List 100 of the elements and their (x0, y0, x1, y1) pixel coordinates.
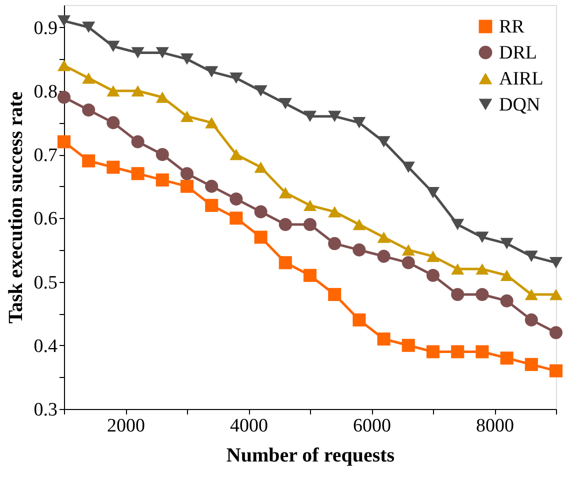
x-tick-label: 8000 (476, 416, 514, 436)
point (303, 200, 317, 212)
point (278, 218, 292, 231)
point (549, 288, 563, 300)
point (476, 288, 489, 301)
point (500, 352, 514, 365)
point (278, 98, 292, 110)
point (278, 187, 292, 198)
point (57, 135, 71, 148)
point (352, 218, 366, 230)
point (352, 117, 366, 128)
point (451, 345, 464, 358)
point (476, 232, 489, 243)
point (500, 294, 514, 308)
point (524, 250, 538, 262)
point (426, 345, 440, 358)
x-axis-title: Number of requests (226, 444, 395, 466)
point (303, 218, 317, 231)
y-tick-label: 0.5 (34, 272, 58, 294)
point (156, 47, 169, 58)
y-tick-label: 0.6 (34, 208, 58, 230)
x-tick-label: 2000 (107, 416, 145, 436)
point (377, 250, 390, 263)
point (377, 332, 390, 346)
point (230, 192, 243, 206)
point (451, 263, 464, 275)
point (352, 313, 366, 326)
y-axis-title: Task execution success rate (4, 91, 27, 324)
point (524, 313, 538, 326)
point (328, 237, 342, 250)
point (131, 135, 144, 148)
point (402, 338, 415, 352)
point (549, 364, 563, 378)
point (352, 243, 366, 256)
point (57, 60, 71, 72)
point (205, 117, 218, 128)
y-tick-label: 0.3 (34, 400, 58, 420)
point (131, 47, 144, 58)
point (278, 256, 292, 270)
point (230, 72, 243, 84)
point (82, 22, 96, 33)
point (205, 66, 218, 78)
legend-label: RR (499, 16, 525, 38)
point (254, 162, 268, 173)
point (549, 326, 563, 340)
y-tick-label: 0.9 (34, 18, 58, 39)
point (82, 72, 96, 84)
point (426, 187, 440, 198)
point (131, 167, 144, 180)
point (451, 218, 464, 230)
point (156, 148, 169, 162)
point (402, 256, 415, 270)
point (500, 238, 514, 250)
point (180, 110, 194, 122)
y-tick-label: 0.7 (34, 145, 58, 166)
point (426, 250, 440, 262)
point (180, 53, 194, 65)
point (205, 180, 218, 193)
point (82, 154, 96, 168)
point (180, 180, 194, 193)
point (254, 205, 268, 218)
point (106, 116, 120, 130)
point (451, 288, 464, 301)
legend-label: AIRL (499, 68, 544, 90)
point (106, 160, 120, 174)
point (402, 244, 415, 256)
point (524, 358, 538, 371)
point (230, 212, 243, 225)
point (205, 198, 218, 212)
point (476, 263, 489, 275)
y-tick-label: 0.8 (34, 81, 58, 102)
point (131, 85, 144, 97)
point (377, 136, 390, 148)
point (82, 103, 96, 116)
point (524, 288, 538, 300)
point (303, 268, 317, 282)
legend-label: DQN (499, 94, 540, 116)
point (254, 85, 268, 97)
legend-label: DRL (499, 42, 537, 64)
point (254, 230, 268, 244)
point (402, 162, 415, 173)
point (106, 85, 120, 97)
point (426, 268, 440, 282)
point (57, 15, 71, 27)
point (328, 288, 342, 301)
point (500, 270, 514, 282)
y-tick-label: 0.4 (34, 336, 58, 357)
point (549, 257, 563, 268)
x-tick-label: 6000 (353, 416, 391, 436)
point (57, 90, 71, 104)
x-tick-label: 4000 (230, 416, 268, 436)
point (180, 167, 194, 180)
point (230, 148, 243, 160)
point (106, 40, 120, 52)
point (328, 110, 342, 122)
point (377, 232, 390, 243)
point (303, 110, 317, 122)
point (476, 345, 489, 358)
point (156, 173, 169, 186)
point (328, 206, 342, 218)
